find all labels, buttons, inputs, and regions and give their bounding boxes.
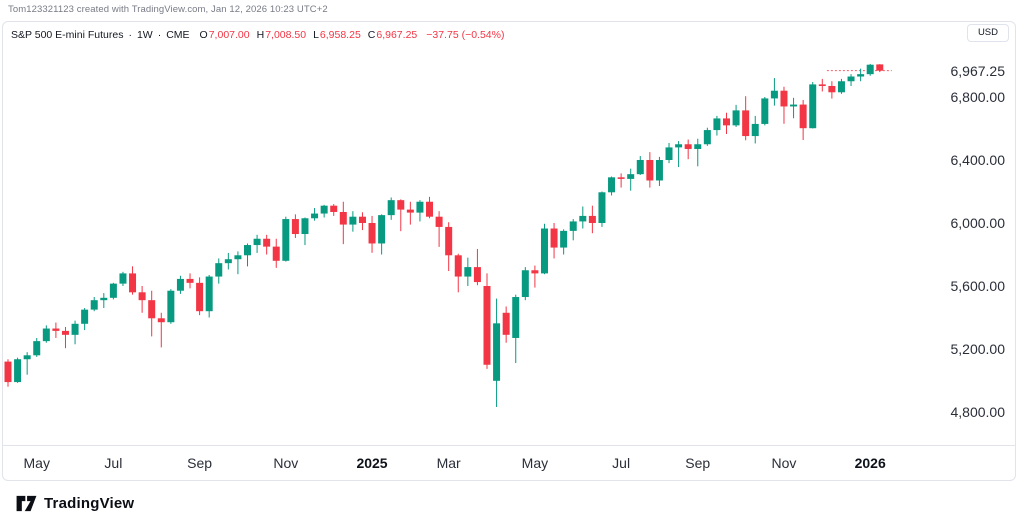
time-axis-year-label: 2026 [854,455,886,471]
price-axis-label: 4,800.00 [950,404,1006,420]
price-axis-label: 5,600.00 [950,278,1006,294]
chart-card: S&P 500 E-mini Futures · 1W · CME O 7,007… [2,21,1016,481]
tradingview-logo-text: TradingView [44,494,135,512]
time-axis-month-label: Jul [104,455,123,471]
price-axis-label: 5,200.00 [950,341,1006,357]
price-axis-label: 6,967.25 [950,62,1006,79]
price-axis-label: 6,000.00 [950,215,1006,231]
ohlc-values: O 7,007.00 H 7,008.50 L 6,958.25 C 6,967.25 … [200,29,505,41]
time-axis[interactable]: May Jul Sep Nov 2025 Mar May Jul Sep Nov 2026 [3,446,1015,480]
low-value: L 6,958.25 [313,29,361,41]
exchange-label: CME [166,29,190,41]
symbol-title[interactable]: S&P 500 E-mini Futures [11,29,124,41]
legend-separator: · [128,29,132,41]
time-axis-month-label: Sep [187,455,213,471]
time-axis-year-label: 2025 [356,455,388,471]
high-value: H 7,008.50 [256,29,307,41]
time-axis-separator [3,445,1015,446]
time-axis-month-label: May [521,455,549,471]
time-axis-month-label: Sep [685,455,711,471]
candlestick-chart[interactable] [3,22,1015,445]
time-axis-month-label: Mar [436,455,461,471]
interval-label: 1W [136,29,153,41]
price-axis[interactable]: 6,967.25 6,800.00 6,400.00 6,000.00 5,600.00… [905,22,1015,445]
currency-button[interactable]: USD [966,24,1009,42]
tradingview-logo-icon [16,495,37,511]
time-axis-month-label: May [23,455,50,471]
symbol-legend: S&P 500 E-mini Futures · 1W · CME O 7,007… [11,28,504,42]
close-value: C 6,967.25 [367,29,418,41]
price-axis-label: 6,400.00 [950,152,1006,168]
price-axis-label: 6,800.00 [950,89,1006,105]
time-axis-month-label: Nov [771,455,797,471]
change-value: −37.75 (−0.54%) [426,29,505,41]
tradingview-logo[interactable]: TradingView [16,491,134,515]
legend-separator: · [157,29,162,41]
time-axis-month-label: Nov [273,455,299,471]
time-axis-month-label: Jul [612,455,631,471]
open-value: O 7,007.00 [199,29,250,41]
attribution-text: Tom123321123 created with TradingView.co… [8,4,328,15]
